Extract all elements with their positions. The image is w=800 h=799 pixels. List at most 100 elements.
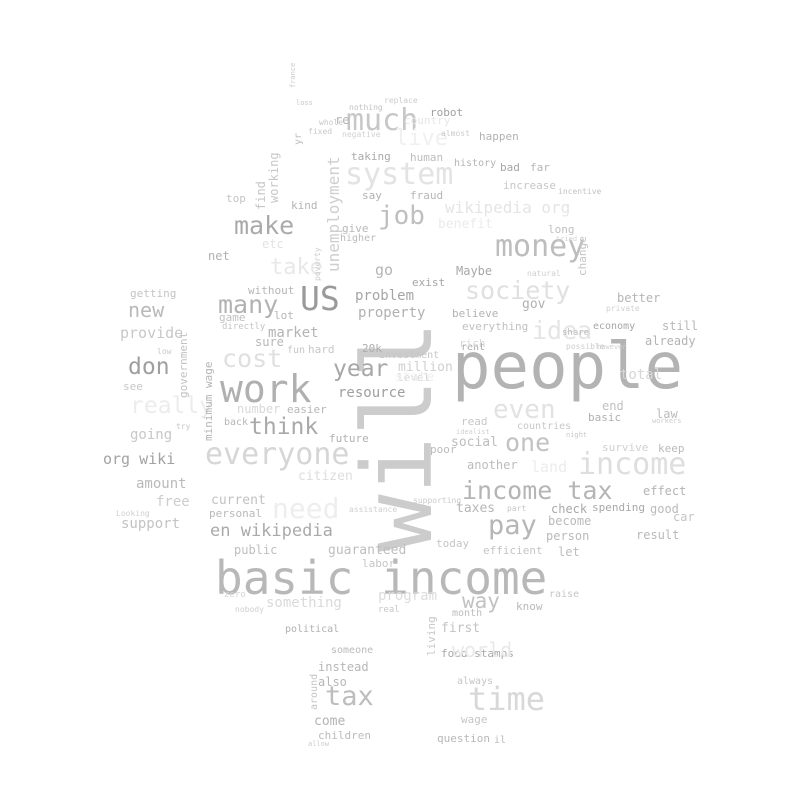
word-almost: almost <box>441 129 470 138</box>
word-children: children <box>318 729 371 742</box>
word-tried: tried <box>556 235 578 243</box>
word-kind: kind <box>291 199 318 212</box>
word-instead: instead <box>318 660 369 674</box>
word-directly: directly <box>222 322 266 332</box>
word-property: property <box>358 305 426 321</box>
word-rich: rich <box>459 337 486 350</box>
word-market: market <box>268 325 319 341</box>
word-economy: economy <box>593 321 636 332</box>
word-become: become <box>548 514 592 528</box>
word-long: long <box>548 223 575 236</box>
word-problem: problem <box>355 288 415 304</box>
word-labor: labor <box>362 557 396 570</box>
word-spending: spending <box>592 501 645 514</box>
word-effect: effect <box>643 484 687 498</box>
word-society: society <box>465 276 571 305</box>
word-social: social <box>451 435 498 450</box>
word-increase: increase <box>503 179 556 192</box>
word-fixed: fixed <box>308 127 333 136</box>
word-natural: natural <box>527 269 561 278</box>
word-food-stamps: food stamps <box>441 647 514 660</box>
word-poor: poor <box>430 443 457 456</box>
word-income-tax: income tax <box>462 476 613 505</box>
word-history: history <box>454 158 497 169</box>
word-real: real <box>378 605 400 615</box>
word-re: re <box>335 113 350 127</box>
word-way: way <box>462 589 500 613</box>
word-try: try <box>176 422 191 431</box>
word-going: going <box>130 427 173 443</box>
word-back: back <box>224 417 249 428</box>
word-countries: countries <box>517 421 572 432</box>
word-today: today <box>436 537 470 550</box>
word-top: top <box>226 192 246 205</box>
word-person: person <box>546 529 590 543</box>
word-hard: hard <box>308 343 335 356</box>
word-political: political <box>285 624 340 635</box>
word-someone: someone <box>331 645 374 656</box>
word-minimum-wage: minimum wage <box>202 361 215 441</box>
word-program: program <box>378 588 438 604</box>
word-new: new <box>128 298 165 322</box>
word-future: future <box>329 432 369 445</box>
word-money: money <box>495 229 586 264</box>
word-share: share <box>562 328 590 338</box>
word-nobody: nobody <box>235 605 264 614</box>
word-find: find <box>254 181 268 210</box>
word-higher: higher <box>340 233 377 244</box>
word-taxes: taxes <box>456 501 496 516</box>
word-looking: Looking <box>116 509 150 518</box>
word-say: say <box>362 189 382 202</box>
word-take: take <box>270 255 323 280</box>
word-net: net <box>208 249 230 263</box>
word-need: need <box>272 492 340 525</box>
word-cost: cost <box>222 344 283 373</box>
word-check: check <box>551 502 588 516</box>
word-incentive: incentive <box>558 187 602 196</box>
word-month: month <box>452 608 483 619</box>
word-happen: happen <box>479 130 519 143</box>
word-free: free <box>156 494 190 510</box>
word-around: around <box>309 673 320 710</box>
word-always: always <box>457 676 494 687</box>
word-question: question <box>437 732 490 745</box>
word-total: total <box>620 367 663 383</box>
word-sure: sure <box>255 335 284 349</box>
word-end: end <box>602 399 624 413</box>
word-see: see <box>123 380 143 393</box>
word-first: first <box>441 621 481 636</box>
word-million: million <box>398 360 453 375</box>
word-one: one <box>505 428 551 457</box>
word-etc: etc <box>262 237 284 251</box>
word-job: job <box>378 201 425 231</box>
word-low: low <box>157 347 172 356</box>
word-already: already <box>645 334 696 348</box>
word-night: night <box>566 431 588 439</box>
word-don: don <box>128 354 170 380</box>
word-far: far <box>530 161 550 174</box>
word-come: come <box>314 714 346 729</box>
word-really: really <box>130 393 214 419</box>
word-survive: survive <box>602 441 649 454</box>
word-basic-income: basic income <box>215 551 548 605</box>
word-know: know <box>516 600 543 613</box>
word-exist: exist <box>412 276 446 289</box>
word-income: income <box>578 447 687 482</box>
word-year: year <box>333 356 389 382</box>
word-country: country <box>404 114 451 127</box>
word-even: even <box>493 395 556 425</box>
word-wikipedia-org: wikipedia org <box>445 198 571 217</box>
word-land: land <box>531 458 568 476</box>
word-idealist: idealist <box>456 428 490 436</box>
word-something: something <box>266 595 342 611</box>
word-without: without <box>248 284 295 297</box>
word-world: world <box>452 638 513 662</box>
word-us: US <box>300 279 340 318</box>
word-car: car <box>673 510 695 524</box>
word-work: work <box>220 367 312 411</box>
word-keep: keep <box>658 442 685 455</box>
word-make: make <box>234 211 295 240</box>
word-france: france <box>289 62 297 88</box>
word-provide: provide <box>120 324 184 342</box>
